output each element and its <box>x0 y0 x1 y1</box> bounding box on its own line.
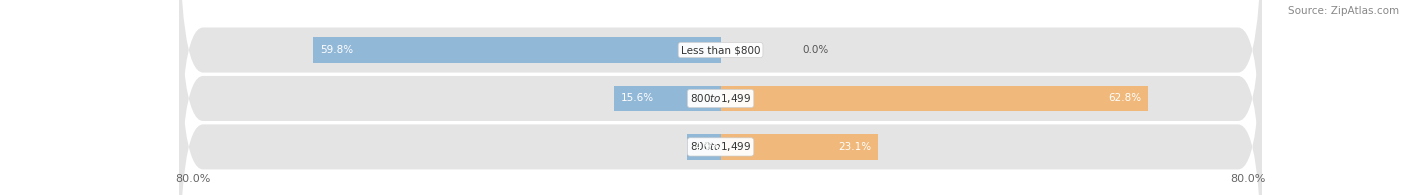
Text: 0.0%: 0.0% <box>803 45 828 55</box>
Text: Less than $800: Less than $800 <box>681 45 761 55</box>
FancyBboxPatch shape <box>179 0 1263 195</box>
Text: 15.6%: 15.6% <box>621 93 654 104</box>
Text: 80.0%: 80.0% <box>1230 174 1265 183</box>
Bar <box>614 86 721 111</box>
FancyBboxPatch shape <box>179 0 1263 195</box>
Bar <box>314 37 721 63</box>
Text: 62.8%: 62.8% <box>1108 93 1142 104</box>
Text: 59.8%: 59.8% <box>321 45 353 55</box>
Bar <box>721 86 1149 111</box>
Text: 4.9%: 4.9% <box>695 142 720 152</box>
Text: 23.1%: 23.1% <box>838 142 872 152</box>
Text: $800 to $1,499: $800 to $1,499 <box>690 92 751 105</box>
Text: Source: ZipAtlas.com: Source: ZipAtlas.com <box>1288 6 1399 16</box>
Text: $800 to $1,499: $800 to $1,499 <box>690 140 751 153</box>
FancyBboxPatch shape <box>179 0 1263 195</box>
Text: 80.0%: 80.0% <box>176 174 211 183</box>
Bar <box>721 134 877 160</box>
Bar <box>688 134 721 160</box>
